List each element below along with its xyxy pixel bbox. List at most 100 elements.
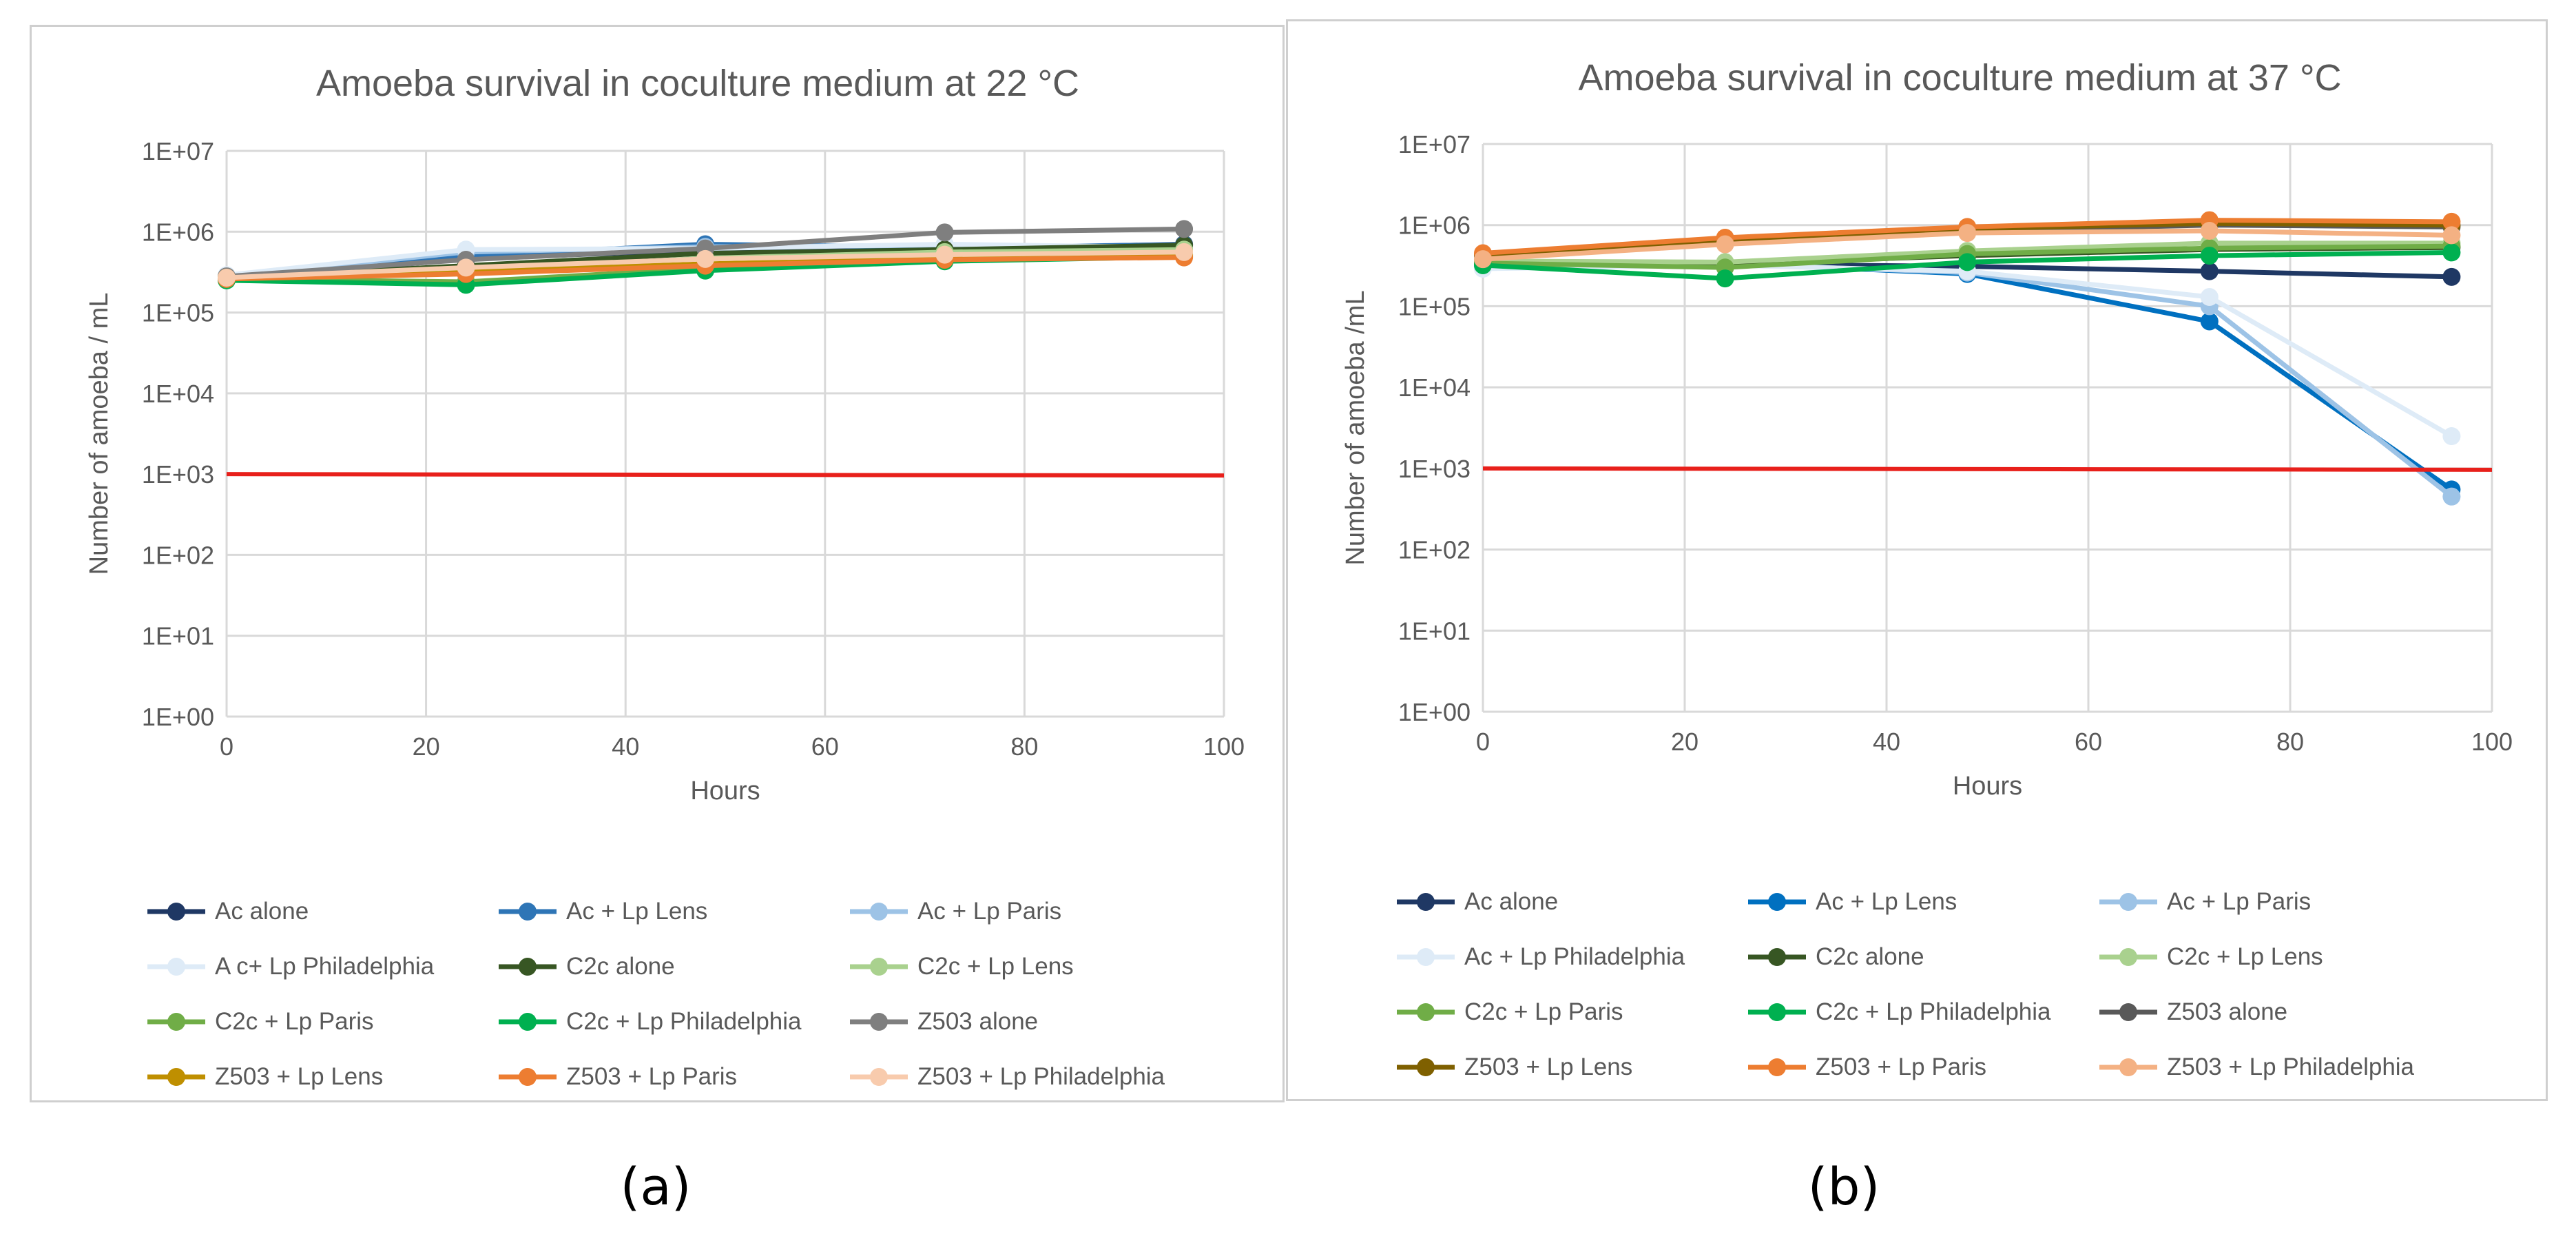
legend-label: C2c + Lp Paris [215, 1008, 374, 1035]
data-point [1474, 250, 1492, 269]
y-tick-label: 1E+02 [1398, 536, 1471, 564]
chart-panel-a: Amoeba survival in coculture medium at 2… [30, 25, 1285, 1102]
legend-swatch [147, 903, 205, 921]
legend-label: Ac + Lp Paris [2167, 888, 2312, 915]
panel-label-a: (a) [620, 1158, 692, 1217]
y-tick-label: 1E+06 [1398, 212, 1471, 240]
legend-entry: Ac + Lp Lens [493, 891, 844, 932]
legend-swatch [850, 903, 908, 921]
data-point [2200, 222, 2219, 240]
legend-swatch [850, 958, 908, 976]
data-point [2200, 288, 2219, 307]
data-point [1958, 224, 1977, 243]
y-tick-label: 1E+06 [142, 218, 214, 246]
legend-entry: Ac + Lp Paris [2094, 881, 2452, 923]
legend-entry: Z503 alone [2094, 991, 2452, 1033]
y-tick-label: 1E+05 [142, 299, 214, 327]
legend-swatch [2099, 1058, 2157, 1076]
x-tick-label: 80 [1010, 732, 1038, 761]
legend-label: Z503 + Lp Philadelphia [2167, 1053, 2415, 1080]
legend-label: C2c + Lp Philadelphia [1816, 998, 2051, 1025]
chart-b-legend: Ac alone Ac + Lp Lens Ac + Lp Paris Ac + Lp… [1391, 881, 2452, 1088]
legend-entry: Z503 + Lp Lens [142, 1056, 493, 1098]
series-line [1482, 263, 2453, 439]
legend-label: Z503 alone [2167, 998, 2288, 1025]
legend-entry: C2c alone [493, 946, 844, 987]
y-tick-label: 1E+03 [142, 460, 214, 489]
y-tick-label: 1E+04 [142, 380, 214, 408]
x-tick-label: 20 [413, 732, 440, 761]
legend-swatch [1748, 1058, 1806, 1076]
legend-swatch [1397, 1058, 1455, 1076]
legend-swatch [147, 1068, 205, 1086]
chart-title: Amoeba survival in coculture medium at 3… [1578, 57, 2341, 99]
legend-label: C2c + Lp Paris [1464, 998, 1623, 1025]
y-tick-label: 1E+03 [1398, 455, 1471, 483]
legend-swatch [2099, 948, 2157, 966]
legend-label: Ac alone [215, 898, 309, 925]
data-point [2442, 212, 2461, 231]
data-point [457, 258, 475, 277]
chart-title: Amoeba survival in coculture medium at 2… [316, 63, 1079, 104]
legend-entry: Z503 + Lp Lens [1391, 1047, 1743, 1088]
data-point [1716, 269, 1734, 288]
legend-entry: A c+ Lp Philadelphia [142, 946, 493, 987]
legend-entry: C2c + Lp Philadelphia [1743, 991, 2094, 1033]
legend-entry: C2c + Lp Philadelphia [493, 1001, 844, 1042]
legend-label: Ac + Lp Lens [1816, 888, 1957, 915]
legend-label: C2c alone [566, 953, 675, 980]
x-tick-label: 40 [612, 732, 639, 761]
legend-label: A c+ Lp Philadelphia [215, 953, 435, 980]
legend-entry: C2c + Lp Paris [142, 1001, 493, 1042]
legend-swatch [1397, 1003, 1455, 1021]
x-axis-label: Hours [1953, 772, 2022, 801]
legend-label: Z503 + Lp Lens [215, 1063, 384, 1090]
legend-swatch [499, 1068, 557, 1086]
data-point [1716, 235, 1734, 254]
x-tick-label: 80 [2276, 728, 2304, 756]
legend-label: Z503 + Lp Paris [566, 1063, 738, 1090]
legend-entry: C2c + Lp Lens [2094, 936, 2452, 978]
legend-label: Ac + Lp Paris [917, 898, 1062, 925]
legend-swatch [1748, 948, 1806, 966]
chart-a-plot: Amoeba survival in coculture medium at 2… [85, 63, 1245, 805]
legend-label: Ac alone [1464, 888, 1559, 915]
x-tick-label: 40 [1873, 728, 1900, 756]
legend-entry: Z503 + Lp Philadelphia [844, 1056, 1203, 1098]
legend-swatch [2099, 1003, 2157, 1021]
data-point [218, 268, 236, 287]
y-tick-label: 1E+07 [142, 137, 214, 165]
legend-entry: Z503 + Lp Paris [493, 1056, 844, 1098]
legend-entry: Ac alone [142, 891, 493, 932]
x-tick-label: 100 [1203, 732, 1245, 761]
legend-entry: Ac + Lp Paris [844, 891, 1203, 932]
data-point [696, 249, 715, 268]
y-tick-label: 1E+00 [142, 703, 214, 731]
x-tick-label: 60 [811, 732, 839, 761]
series-line [1482, 261, 2453, 499]
y-axis-label: Number of amoeba / mL [85, 293, 114, 575]
legend-label: C2c + Lp Lens [917, 953, 1074, 980]
legend-entry: Ac + Lp Philadelphia [1391, 936, 1743, 978]
legend-label: Ac + Lp Philadelphia [1464, 943, 1685, 970]
data-point [2200, 247, 2219, 265]
y-tick-label: 1E+04 [1398, 373, 1471, 402]
legend-entry: Z503 + Lp Paris [1743, 1047, 2094, 1088]
threshold-line [1482, 466, 2493, 472]
legend-entry: Z503 + Lp Philadelphia [2094, 1047, 2452, 1088]
y-tick-label: 1E+00 [1398, 698, 1471, 726]
legend-entry: Ac alone [1391, 881, 1743, 923]
chart-b-plot: Amoeba survival in coculture medium at 3… [1341, 57, 2513, 801]
legend-label: Ac + Lp Lens [566, 898, 708, 925]
legend-label: C2c alone [1816, 943, 1924, 970]
legend-swatch [147, 958, 205, 976]
x-tick-label: 0 [220, 732, 233, 761]
chart-a-legend: Ac alone Ac + Lp Lens Ac + Lp Paris A c+ Lp… [142, 891, 1203, 1098]
x-axis-label: Hours [690, 777, 760, 805]
y-axis-label: Number of amoeba /mL [1341, 290, 1370, 565]
legend-swatch [499, 1013, 557, 1031]
legend-label: Z503 + Lp Philadelphia [917, 1063, 1165, 1090]
legend-label: Z503 + Lp Paris [1816, 1053, 1987, 1080]
data-point [1175, 243, 1194, 261]
legend-label: Z503 alone [917, 1008, 1039, 1035]
